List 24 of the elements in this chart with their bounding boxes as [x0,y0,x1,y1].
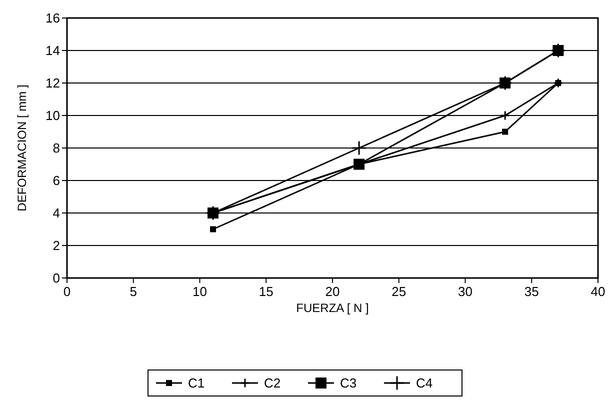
y-axis-title: DEFORMACION [ mm ] [15,84,29,212]
x-tick-label: 15 [258,284,274,299]
legend-label: C1 [188,376,205,391]
y-tick-label: 10 [46,108,60,124]
x-tick-label: 20 [325,284,340,299]
legend-label: C4 [416,376,433,391]
x-tick-label: 35 [524,284,539,299]
x-tick-label: 25 [392,284,406,299]
y-tick-label: 12 [46,76,60,91]
y-tick-label: 6 [52,173,60,188]
x-axis-title: FUERZA [ N ] [296,301,369,315]
x-tick-label: 30 [458,284,472,299]
x-tick-label: 40 [590,284,606,299]
y-tick-label: 14 [46,43,60,58]
y-tick-label: 2 [52,238,60,254]
y-tick-label: 16 [46,10,60,26]
y-tick-label: 8 [52,140,60,156]
y-tick-label: 4 [52,206,60,221]
x-tick-label: 5 [130,284,137,299]
x-tick-label: 10 [192,284,207,299]
x-tick-label: 0 [63,284,71,299]
legend-label: C3 [340,376,357,391]
y-tick-label: 0 [52,270,60,286]
legend-label: C2 [264,376,281,391]
